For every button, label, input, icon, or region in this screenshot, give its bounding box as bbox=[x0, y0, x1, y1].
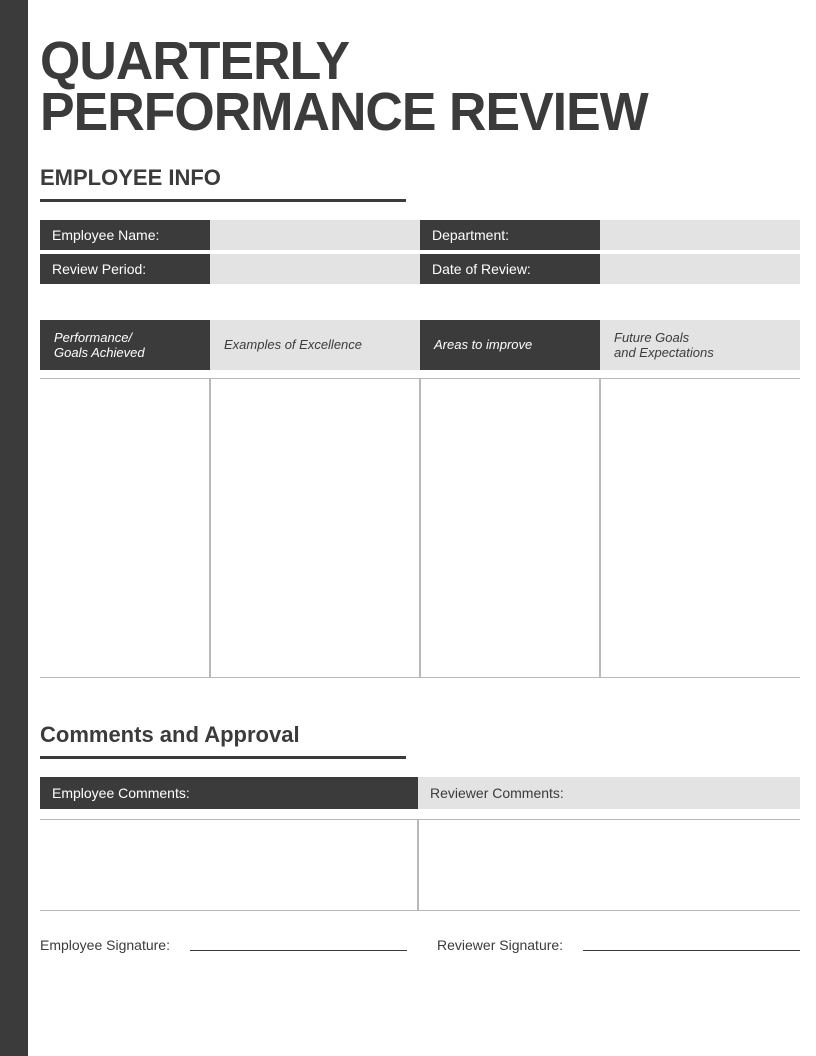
info-row-2: Review Period: Date of Review: bbox=[40, 254, 800, 284]
performance-field[interactable] bbox=[40, 378, 210, 678]
improve-field[interactable] bbox=[420, 378, 600, 678]
comments-body bbox=[40, 819, 800, 911]
date-of-review-label: Date of Review: bbox=[420, 254, 600, 284]
signature-row: Employee Signature: Reviewer Signature: bbox=[40, 937, 800, 953]
reviewer-signature-label: Reviewer Signature: bbox=[437, 937, 583, 953]
title-line-2: PERFORMANCE REVIEW bbox=[40, 82, 648, 142]
reviewer-comments-field[interactable] bbox=[418, 819, 800, 911]
employee-name-field[interactable] bbox=[210, 220, 420, 250]
divider-2 bbox=[40, 756, 406, 759]
col-header-future: Future Goals and Expectations bbox=[600, 320, 800, 370]
comments-header: Employee Comments: Reviewer Comments: bbox=[40, 777, 800, 809]
employee-comments-field[interactable] bbox=[40, 819, 418, 911]
employee-name-label: Employee Name: bbox=[40, 220, 210, 250]
col-header-excellence: Examples of Excellence bbox=[210, 320, 420, 370]
left-accent-bar bbox=[0, 0, 28, 1056]
page-title: QUARTERLY PERFORMANCE REVIEW bbox=[40, 36, 762, 139]
page-content: QUARTERLY PERFORMANCE REVIEW EMPLOYEE IN… bbox=[28, 0, 816, 953]
detail-row bbox=[40, 378, 800, 678]
col-header-performance: Performance/ Goals Achieved bbox=[40, 320, 210, 370]
reviewer-comments-label: Reviewer Comments: bbox=[418, 777, 800, 809]
info-row-1: Employee Name: Department: bbox=[40, 220, 800, 250]
divider bbox=[40, 199, 406, 202]
future-field[interactable] bbox=[600, 378, 800, 678]
review-period-field[interactable] bbox=[210, 254, 420, 284]
department-label: Department: bbox=[420, 220, 600, 250]
employee-signature-line[interactable] bbox=[190, 950, 407, 951]
section-employee-info: EMPLOYEE INFO bbox=[40, 165, 792, 191]
employee-info-table: Employee Name: Department: Review Period… bbox=[40, 220, 792, 284]
employee-comments-label: Employee Comments: bbox=[40, 777, 418, 809]
department-field[interactable] bbox=[600, 220, 800, 250]
category-header-row: Performance/ Goals Achieved Examples of … bbox=[40, 320, 800, 370]
col-header-improve: Areas to improve bbox=[420, 320, 600, 370]
employee-signature-label: Employee Signature: bbox=[40, 937, 190, 953]
excellence-field[interactable] bbox=[210, 378, 420, 678]
review-period-label: Review Period: bbox=[40, 254, 210, 284]
reviewer-signature-line[interactable] bbox=[583, 950, 800, 951]
date-of-review-field[interactable] bbox=[600, 254, 800, 284]
section-comments: Comments and Approval bbox=[40, 722, 792, 748]
